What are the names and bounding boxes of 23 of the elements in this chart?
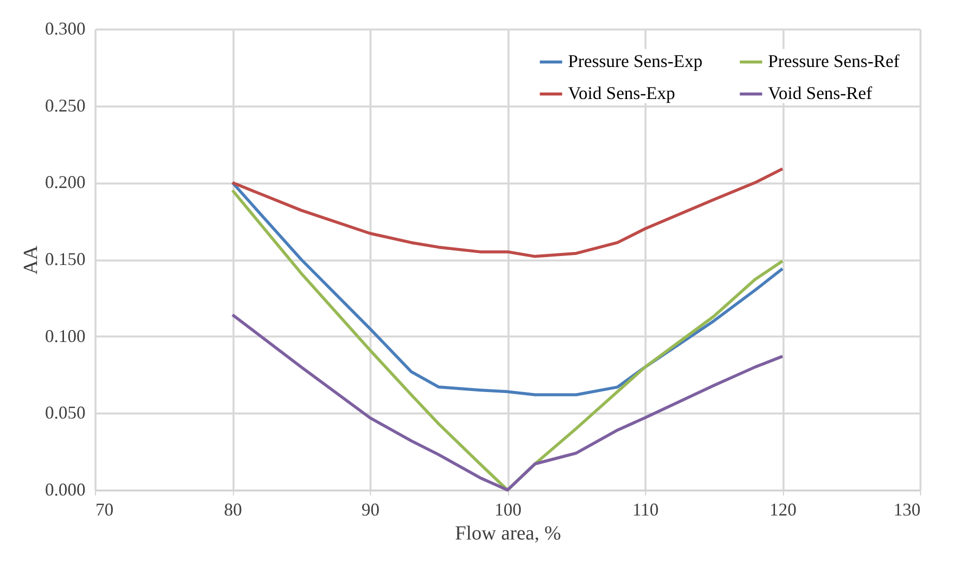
y-axis-title: AA: [20, 245, 42, 274]
legend-label: Pressure Sens-Ref: [768, 51, 900, 71]
y-tick-label: 0.200: [45, 172, 86, 192]
x-tick-label: 90: [362, 500, 380, 520]
legend-label: Void Sens-Ref: [768, 83, 872, 103]
line-series: [231, 181, 784, 396]
x-tick-label: 120: [770, 500, 796, 520]
line-series: [231, 313, 784, 492]
x-tick-label: 80: [224, 500, 242, 520]
line-series: [231, 167, 784, 258]
y-tick-label: 0.150: [45, 249, 86, 269]
x-axis-title: Flow area, %: [454, 522, 562, 544]
x-tick-label: 100: [494, 500, 522, 520]
y-tick-label: 0.100: [45, 326, 86, 346]
y-tick-label: 0.300: [45, 18, 86, 38]
y-tick-label: 0.000: [45, 480, 86, 500]
y-tick-label: 0.250: [45, 95, 86, 116]
legend-label: Pressure Sens-Exp: [568, 51, 702, 71]
x-tick-label: 110: [632, 500, 659, 520]
y-tick-label: 0.050: [45, 402, 86, 423]
x-tick-label: 70: [96, 500, 114, 520]
x-tick-label: 130: [894, 500, 920, 520]
legend-label: Void Sens-Exp: [568, 83, 676, 103]
